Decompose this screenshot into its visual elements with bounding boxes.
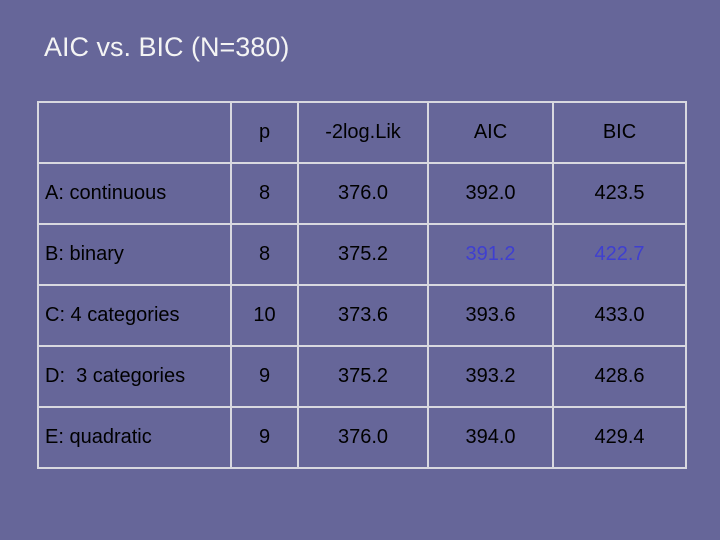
table-row: D: 3 categories 9 375.2 393.2 428.6 <box>37 345 687 408</box>
table-row: C: 4 categories 10 373.6 393.6 433.0 <box>37 284 687 347</box>
cell: 392.0 <box>427 162 554 225</box>
cell: 429.4 <box>552 406 687 469</box>
cell: 9 <box>230 345 299 408</box>
row-label: B: binary <box>37 223 232 286</box>
cell: 376.0 <box>297 406 429 469</box>
cell: 423.5 <box>552 162 687 225</box>
row-label: D: 3 categories <box>37 345 232 408</box>
cell: 8 <box>230 162 299 225</box>
cell: 433.0 <box>552 284 687 347</box>
table-row: B: binary 8 375.2 391.2 422.7 <box>37 223 687 286</box>
header-row: p -2log.Lik AIC BIC <box>37 101 687 164</box>
cell: 375.2 <box>297 223 429 286</box>
slide-title: AIC vs. BIC (N=380) <box>44 32 290 62</box>
highlighted-cell: 391.2 <box>427 223 554 286</box>
cell: 376.0 <box>297 162 429 225</box>
cell: 393.2 <box>427 345 554 408</box>
highlighted-cell: 422.7 <box>552 223 687 286</box>
row-label: E: quadratic <box>37 406 232 469</box>
results-table: p -2log.Lik AIC BIC A: continuous 8 376.… <box>37 101 687 469</box>
cell: 393.6 <box>427 284 554 347</box>
cell: 394.0 <box>427 406 554 469</box>
corner-cell <box>37 101 232 164</box>
cell: 10 <box>230 284 299 347</box>
cell: 8 <box>230 223 299 286</box>
cell: 373.6 <box>297 284 429 347</box>
column-header: AIC <box>427 101 554 164</box>
table-row: A: continuous 8 376.0 392.0 423.5 <box>37 162 687 225</box>
column-header: BIC <box>552 101 687 164</box>
row-label: A: continuous <box>37 162 232 225</box>
cell: 375.2 <box>297 345 429 408</box>
cell: 9 <box>230 406 299 469</box>
row-label: C: 4 categories <box>37 284 232 347</box>
column-header: p <box>230 101 299 164</box>
column-header: -2log.Lik <box>297 101 429 164</box>
table-row: E: quadratic 9 376.0 394.0 429.4 <box>37 406 687 469</box>
cell: 428.6 <box>552 345 687 408</box>
